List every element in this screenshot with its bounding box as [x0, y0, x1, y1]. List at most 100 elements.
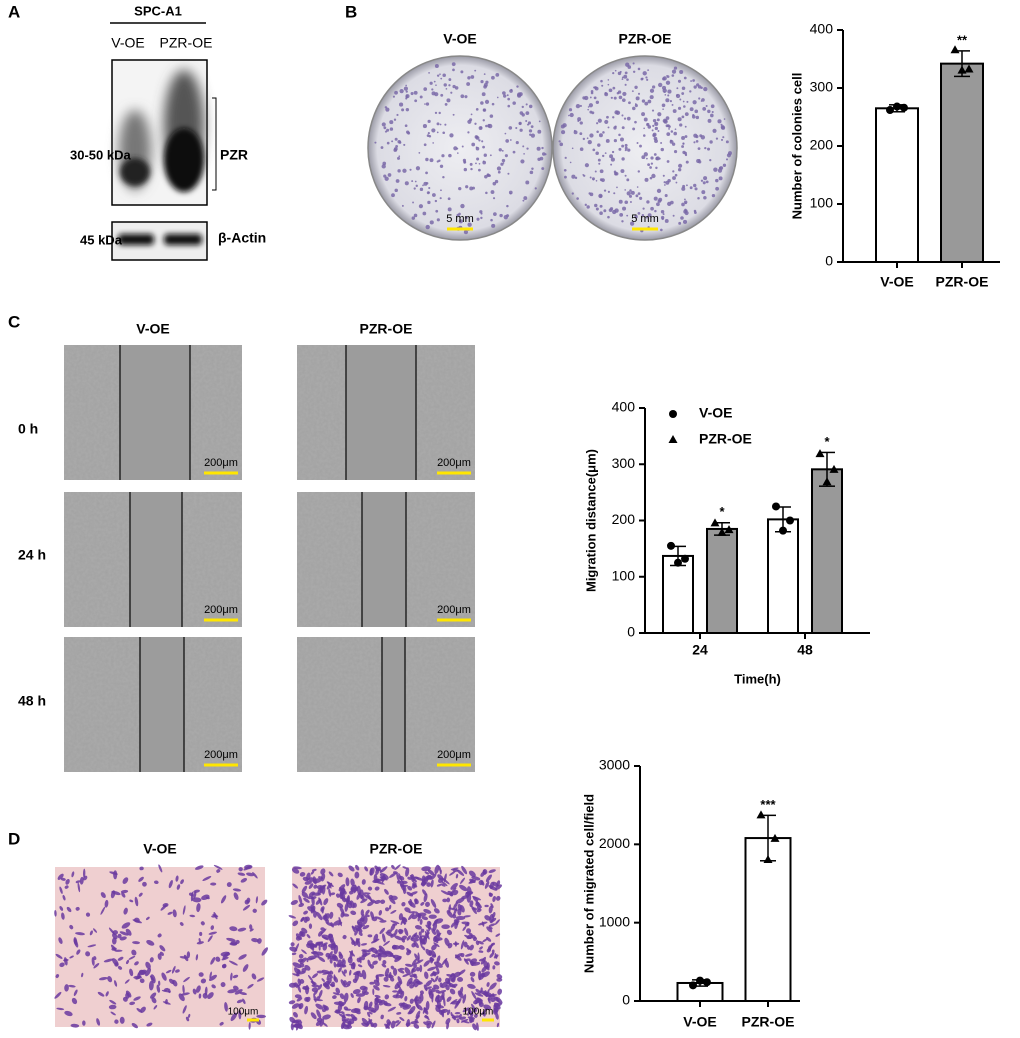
cell	[363, 991, 369, 995]
colony	[700, 135, 706, 140]
cell	[146, 916, 150, 921]
colony	[429, 158, 434, 163]
cell	[122, 996, 128, 1002]
cell	[308, 883, 314, 889]
colony	[652, 118, 657, 123]
cell	[345, 1020, 352, 1024]
colony	[622, 206, 627, 211]
cell	[413, 963, 417, 969]
cell	[235, 939, 240, 944]
colony	[707, 109, 711, 114]
cell	[319, 886, 323, 894]
cell	[450, 882, 458, 890]
cell	[292, 973, 300, 977]
band-bracket	[212, 97, 217, 191]
colony	[662, 108, 664, 110]
colony	[507, 104, 511, 108]
colony	[440, 77, 443, 80]
colony	[715, 178, 719, 183]
colony	[621, 157, 625, 161]
cell	[133, 996, 141, 1001]
cell	[481, 921, 485, 927]
cell	[308, 923, 313, 929]
colony	[444, 102, 448, 106]
colony	[559, 142, 564, 147]
cell	[396, 873, 400, 883]
colony	[653, 196, 658, 201]
colony	[694, 187, 698, 191]
cell	[216, 869, 221, 873]
colony	[637, 67, 641, 71]
cell	[406, 1018, 410, 1028]
cell	[322, 943, 328, 951]
colony	[512, 150, 516, 154]
colony	[595, 179, 598, 182]
scratch-gap	[120, 345, 190, 480]
cell	[293, 982, 299, 987]
y-axis-label: Number of colonies cell	[789, 73, 804, 220]
cell	[180, 992, 190, 996]
cell	[433, 908, 440, 914]
colony	[607, 126, 610, 129]
colony	[520, 159, 525, 164]
colony	[526, 147, 529, 150]
colony	[710, 113, 714, 118]
cell	[247, 983, 254, 989]
cell	[297, 1023, 303, 1030]
cell	[323, 982, 330, 990]
cell	[311, 896, 315, 906]
cell	[318, 989, 323, 999]
colony	[381, 164, 386, 169]
colony	[647, 163, 651, 167]
colony	[681, 86, 686, 90]
colony	[614, 69, 617, 72]
data-point	[786, 516, 794, 525]
colony	[589, 176, 592, 179]
cell	[343, 992, 349, 1003]
colony	[683, 200, 688, 204]
colony	[485, 80, 489, 84]
colony	[637, 92, 641, 95]
cell	[298, 903, 305, 908]
cell	[435, 994, 441, 1000]
cell	[425, 924, 432, 930]
colony	[642, 207, 645, 210]
cell	[446, 897, 451, 903]
cell	[165, 998, 168, 1005]
colony	[715, 137, 719, 140]
cell	[151, 997, 157, 1004]
cell	[227, 989, 237, 994]
colony	[387, 173, 392, 177]
cell	[161, 972, 167, 981]
cell	[367, 1011, 371, 1018]
colony	[589, 133, 594, 138]
cell	[358, 931, 363, 937]
colony	[450, 91, 453, 94]
cell	[367, 1006, 377, 1013]
colony	[692, 100, 697, 105]
cell	[373, 933, 379, 943]
colony	[393, 118, 397, 121]
cell	[431, 1020, 436, 1029]
colony	[475, 146, 480, 151]
colony	[631, 90, 634, 93]
cell	[131, 949, 137, 956]
cell	[329, 970, 334, 975]
cell	[289, 946, 298, 952]
cell	[311, 868, 317, 872]
cell	[248, 1022, 251, 1030]
data-point	[763, 855, 773, 863]
cell	[150, 992, 157, 999]
colony	[711, 110, 714, 114]
colony	[427, 191, 430, 194]
colony	[506, 204, 509, 208]
blot-band	[118, 234, 154, 245]
colony	[374, 141, 377, 144]
colony	[483, 82, 488, 87]
cell	[321, 936, 329, 941]
colony	[411, 180, 414, 183]
cell	[220, 895, 227, 904]
cell	[145, 967, 152, 977]
colony	[624, 71, 628, 75]
cell	[79, 876, 84, 885]
